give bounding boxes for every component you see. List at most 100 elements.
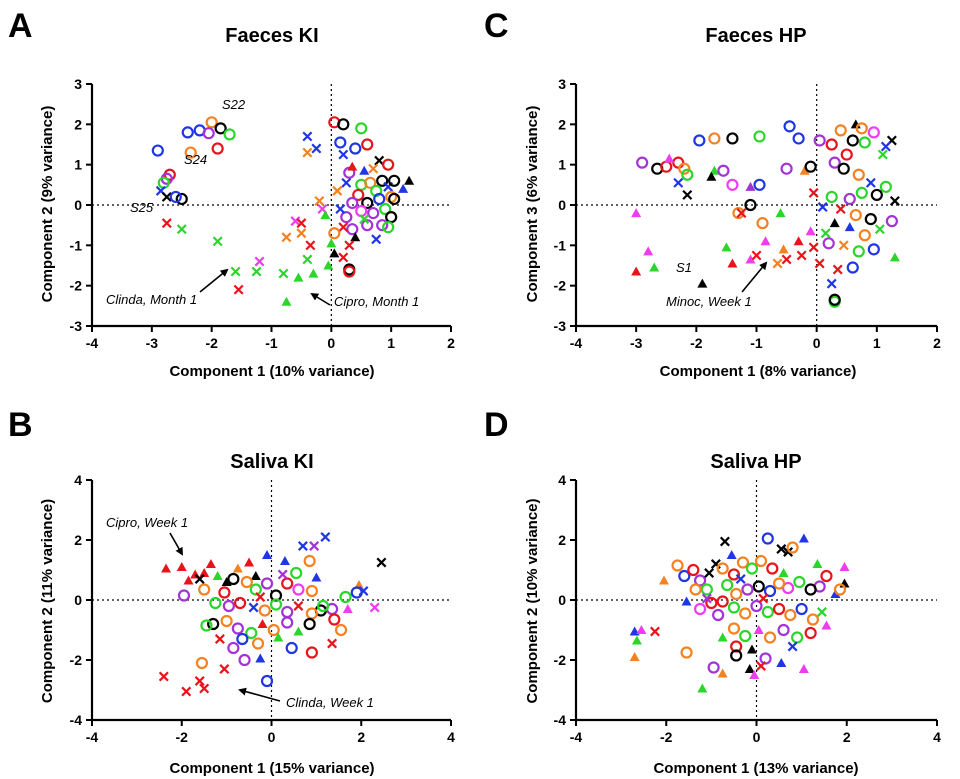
data-point-cross-c	[874, 224, 885, 235]
data-point-circle-d	[761, 605, 774, 619]
data-point-circle-d	[730, 649, 743, 662]
data-point-circle-d	[754, 554, 768, 568]
data-point-cross-a	[338, 222, 349, 233]
data-point-circle-a	[328, 227, 341, 240]
x-tick-label-a: 2	[447, 335, 455, 351]
x-tick-label-c: 1	[873, 335, 881, 351]
data-point-circle-b	[285, 641, 298, 655]
data-point-circle-c	[855, 186, 868, 199]
data-point-triangle-d	[746, 644, 757, 654]
data-point-circle-b	[209, 596, 222, 610]
y-axis-label-b: Component 2 (11% variance)	[39, 499, 56, 703]
data-point-circle-b	[260, 674, 274, 688]
data-point-circle-d	[820, 569, 833, 583]
panel-letter-d: D	[484, 406, 509, 444]
y-axis-label-a: Component 2 (9% variance)	[39, 106, 56, 303]
y-tick-label-c: 3	[558, 76, 566, 92]
data-point-triangle-b	[255, 653, 266, 663]
annotation-arrows-a	[199, 268, 331, 306]
data-point-circle-b	[305, 584, 318, 598]
y-tick-label-a: -3	[70, 318, 83, 334]
data-point-circle-c	[783, 120, 796, 133]
data-point-circle-c	[804, 160, 817, 173]
data-point-cross-d	[704, 568, 715, 578]
data-point-cross-b	[219, 664, 230, 674]
data-point-circle-d	[784, 608, 797, 622]
data-point-circle-c	[756, 217, 769, 230]
data-point-triangle-d	[776, 658, 787, 667]
data-point-triangle-d	[631, 635, 642, 645]
data-point-circle-d	[727, 622, 741, 635]
panel-letter-a: A	[8, 7, 33, 45]
panel-title-a: Faeces KI	[225, 25, 318, 47]
y-tick-label-c: 2	[558, 116, 566, 132]
data-point-circle-d	[766, 562, 779, 575]
data-point-circle-d	[739, 607, 752, 620]
data-point-triangle-d	[798, 664, 809, 673]
data-point-circle-d	[786, 541, 799, 554]
data-point-circle-d	[772, 602, 786, 616]
x-tick-label-c: -1	[750, 335, 763, 351]
data-point-triangle-a	[404, 175, 415, 185]
data-point-cross-b	[277, 569, 288, 580]
data-point-triangle-b	[250, 571, 261, 580]
data-point-triangle-b	[205, 559, 216, 568]
annotation-cipro-week1: Cipro, Week 1	[106, 515, 188, 530]
x-tick-label-b: -4	[86, 729, 99, 745]
data-point-cross-a	[302, 131, 313, 142]
data-point-circle-b	[245, 626, 258, 640]
data-point-cross-b	[297, 541, 308, 551]
data-point-circle-c	[753, 178, 766, 191]
data-point-circle-d	[678, 569, 691, 583]
data-point-circle-a	[376, 174, 389, 187]
x-tick-label-a: -3	[146, 335, 159, 351]
data-point-circle-c	[885, 215, 898, 228]
data-point-circle-c	[681, 168, 694, 181]
x-axis-label-d: Component 1 (13% variance)	[653, 760, 858, 777]
data-point-triangle-c	[799, 165, 810, 175]
data-point-cross-b	[199, 683, 210, 694]
data-point-cross-c	[880, 141, 891, 152]
x-tick-label-a: -2	[205, 335, 218, 351]
panel-d: D Saliva HP Component 1 (13% variance) C…	[484, 406, 941, 777]
data-point-circle-b	[249, 583, 262, 596]
data-point-circle-c	[867, 126, 880, 139]
data-point-triangle-c	[745, 254, 756, 264]
data-point-circle-c	[726, 178, 739, 191]
data-point-circle-d	[750, 599, 763, 613]
x-tick-label-a: -1	[265, 335, 278, 351]
data-point-triangle-c	[727, 258, 738, 268]
data-point-cross-c	[814, 258, 825, 269]
data-point-circle-a	[361, 138, 374, 151]
data-point-circle-b	[200, 619, 213, 632]
data-point-circle-a	[202, 127, 215, 140]
data-point-circle-b	[195, 656, 209, 670]
data-point-circle-b	[251, 637, 265, 650]
y-tick-label-d: 2	[558, 532, 566, 548]
panel-b: B Saliva KI Component 1 (15% variance) C…	[8, 406, 455, 777]
data-point-triangle-c	[649, 262, 660, 272]
data-point-triangle-c	[721, 242, 732, 252]
data-point-triangle-b	[176, 562, 187, 571]
data-point-circle-d	[739, 629, 752, 643]
data-point-cross-a	[314, 195, 325, 206]
data-point-circle-c	[717, 164, 730, 177]
data-point-cross-b	[327, 638, 338, 649]
x-tick-label-a: 0	[327, 335, 335, 351]
data-point-triangle-d	[839, 562, 850, 571]
data-point-circle-a	[346, 223, 359, 236]
data-point-cross-a	[251, 266, 262, 277]
x-tick-label-b: 4	[447, 729, 455, 745]
x-tick-label-d: -4	[570, 729, 583, 745]
data-point-circle-a	[343, 265, 356, 278]
y-tick-label-c: 1	[558, 157, 566, 173]
data-point-triangle-c	[793, 236, 804, 246]
data-point-cross-d	[719, 536, 730, 547]
data-point-triangle-d	[753, 625, 764, 634]
x-tick-label-d: 2	[843, 729, 851, 745]
data-point-circle-a	[388, 192, 401, 206]
data-point-circle-a	[175, 192, 188, 206]
data-point-triangle-c	[829, 218, 840, 228]
data-point-circle-b	[339, 590, 352, 604]
data-point-circle-c	[744, 198, 757, 212]
